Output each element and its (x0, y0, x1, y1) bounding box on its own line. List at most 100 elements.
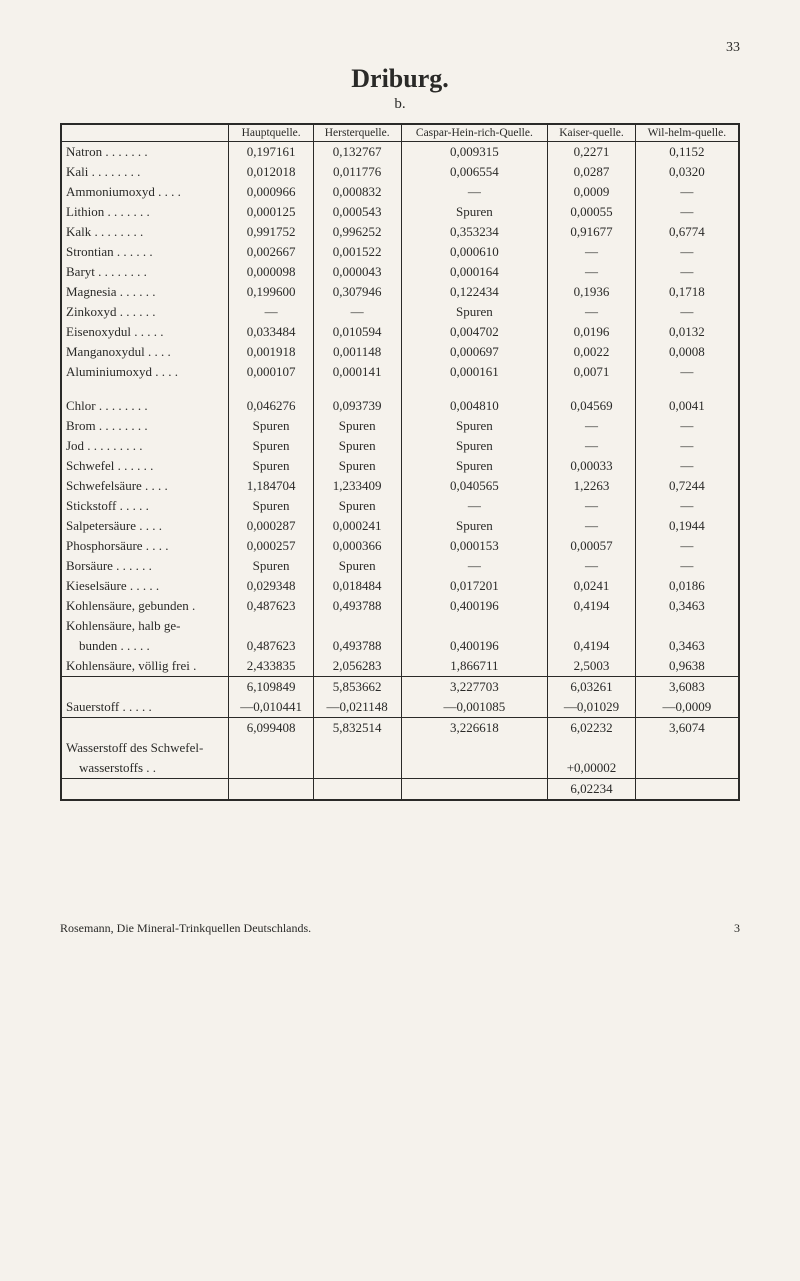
cell: 0,000610 (401, 242, 548, 262)
cell: +0,00002 (548, 758, 636, 779)
cell: Spuren (229, 556, 313, 576)
cell: 0,0287 (548, 162, 636, 182)
table-row: Stickstoff . . . . . SpurenSpuren——— (61, 496, 739, 516)
cell: 6,02234 (548, 779, 636, 801)
col-5: Wil-helm-quelle. (635, 124, 739, 142)
row-label (61, 677, 229, 698)
cell: 3,227703 (401, 677, 548, 698)
cell: 0,91677 (548, 222, 636, 242)
footer-left: Rosemann, Die Mineral-Trinkquellen Deuts… (60, 921, 311, 936)
cell: 0,1936 (548, 282, 636, 302)
cell: Spuren (401, 456, 548, 476)
cell (548, 738, 636, 758)
cell: 0,000697 (401, 342, 548, 362)
footer: Rosemann, Die Mineral-Trinkquellen Deuts… (60, 921, 740, 936)
cell: 0,991752 (229, 222, 313, 242)
cell: 0,353234 (401, 222, 548, 242)
cell: Spuren (313, 436, 401, 456)
table-row: Kalk . . . . . . . . 0,9917520,9962520,3… (61, 222, 739, 242)
cell (401, 779, 548, 801)
row-label: Zinkoxyd . . . . . . (61, 302, 229, 322)
cell: 0,0186 (635, 576, 739, 596)
table-row: Kohlensäure, halb ge- (61, 616, 739, 636)
cell: — (401, 496, 548, 516)
row-label: Schwefelsäure . . . . (61, 476, 229, 496)
cell: — (635, 556, 739, 576)
cell (313, 616, 401, 636)
cell: 0,000161 (401, 362, 548, 382)
col-4: Kaiser-quelle. (548, 124, 636, 142)
row-label: Manganoxydul . . . . (61, 342, 229, 362)
cell: Spuren (401, 436, 548, 456)
cell: 5,853662 (313, 677, 401, 698)
row-label: Kohlensäure, völlig frei . (61, 656, 229, 677)
row-label: Aluminiumoxyd . . . . (61, 362, 229, 382)
cell: — (635, 202, 739, 222)
cell: 3,6074 (635, 718, 739, 739)
cell (401, 758, 548, 779)
table-row: Sauerstoff . . . . . —0,010441—0,021148—… (61, 697, 739, 718)
cell: 6,02232 (548, 718, 636, 739)
cell: 6,099408 (229, 718, 313, 739)
table-row: Ammoniumoxyd . . . . 0,0009660,000832—0,… (61, 182, 739, 202)
row-label: Ammoniumoxyd . . . . (61, 182, 229, 202)
cell: 0,00057 (548, 536, 636, 556)
table-row: Manganoxydul . . . . 0,0019180,0011480,0… (61, 342, 739, 362)
cell: Spuren (313, 456, 401, 476)
cell: — (401, 556, 548, 576)
table-row: Zinkoxyd . . . . . . ——Spuren—— (61, 302, 739, 322)
cell: — (548, 262, 636, 282)
cell: 1,184704 (229, 476, 313, 496)
table-row: Jod . . . . . . . . . SpurenSpurenSpuren… (61, 436, 739, 456)
cell: 0,400196 (401, 596, 548, 616)
footer-right: 3 (734, 921, 740, 936)
cell: 0,493788 (313, 596, 401, 616)
cell: 0,487623 (229, 636, 313, 656)
cell: Spuren (401, 416, 548, 436)
cell: 0,000043 (313, 262, 401, 282)
row-label: Kali . . . . . . . . (61, 162, 229, 182)
row-label: Borsäure . . . . . . (61, 556, 229, 576)
table-row: bunden . . . . . 0,4876230,4937880,40019… (61, 636, 739, 656)
cell: 0,3463 (635, 636, 739, 656)
cell: 0,000164 (401, 262, 548, 282)
cell: 0,000366 (313, 536, 401, 556)
row-label: Strontian . . . . . . (61, 242, 229, 262)
cell: 0,017201 (401, 576, 548, 596)
table-row: Aluminiumoxyd . . . . 0,0001070,0001410,… (61, 362, 739, 382)
cell: 0,000153 (401, 536, 548, 556)
cell: 0,0320 (635, 162, 739, 182)
cell: 0,307946 (313, 282, 401, 302)
cell: 5,832514 (313, 718, 401, 739)
cell: 0,4194 (548, 636, 636, 656)
cell: 0,000107 (229, 362, 313, 382)
cell: 3,226618 (401, 718, 548, 739)
cell: — (313, 302, 401, 322)
cell: 0,000543 (313, 202, 401, 222)
cell: 0,487623 (229, 596, 313, 616)
title: Driburg. (60, 64, 740, 94)
cell (229, 758, 313, 779)
table-row: 6,1098495,8536623,2277036,032613,6083 (61, 677, 739, 698)
cell (313, 738, 401, 758)
cell: Spuren (229, 416, 313, 436)
cell: 0,7244 (635, 476, 739, 496)
table-row: Phosphorsäure . . . . 0,0002570,0003660,… (61, 536, 739, 556)
row-label: Natron . . . . . . . (61, 142, 229, 163)
cell: — (635, 436, 739, 456)
cell: —0,021148 (313, 697, 401, 718)
gap-cell (61, 382, 229, 396)
cell: 0,122434 (401, 282, 548, 302)
gap-cell (229, 382, 313, 396)
cell: — (635, 536, 739, 556)
col-2: Hersterquelle. (313, 124, 401, 142)
table-row: wasserstoffs . . +0,00002 (61, 758, 739, 779)
row-label: Jod . . . . . . . . . (61, 436, 229, 456)
cell: 0,1944 (635, 516, 739, 536)
table-row: Natron . . . . . . . 0,1971610,1327670,0… (61, 142, 739, 163)
header-row: Hauptquelle. Hersterquelle. Caspar-Hein-… (61, 124, 739, 142)
cell (313, 758, 401, 779)
table-row: Baryt . . . . . . . . 0,0000980,0000430,… (61, 262, 739, 282)
cell: 0,1152 (635, 142, 739, 163)
row-label: Kieselsäure . . . . . (61, 576, 229, 596)
